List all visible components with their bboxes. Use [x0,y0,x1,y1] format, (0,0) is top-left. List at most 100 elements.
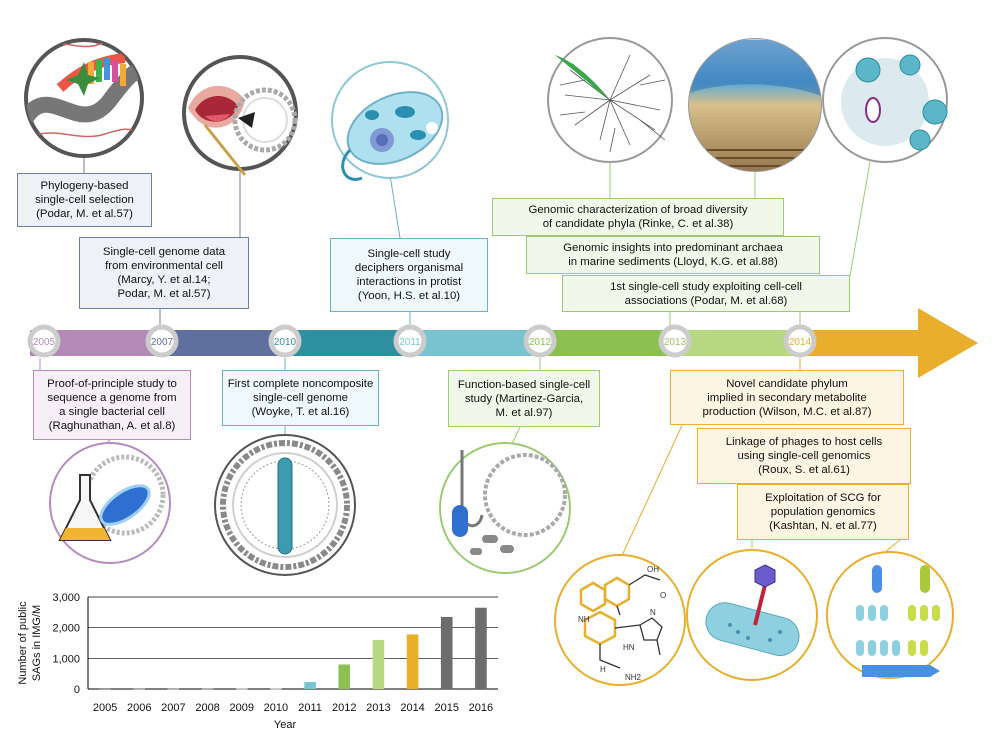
year-marker-2007: 2007 [145,324,179,358]
population-genomics-illustration [826,551,954,679]
bar-2015 [440,616,453,689]
event-box-cell-cell-associations: 1st single-cell study exploiting cell-ce… [562,275,850,312]
event-text-line: (Raghunathan, A. et al.8) [48,420,176,432]
x-tick-label: 2016 [469,702,493,714]
event-text-line: Genomic characterization of broad divers… [528,204,748,216]
x-tick-label: 2015 [435,702,459,714]
bar-2011 [304,681,316,689]
event-text-line: deciphers organismal [354,262,464,274]
molecule-label: H [600,665,606,674]
marine-sediment-illustration [688,38,822,172]
year-label: 2007 [151,337,174,348]
x-tick-label: 2007 [161,702,185,714]
year-label: 2011 [399,337,421,348]
molecule-label: NH2 [625,673,642,682]
bar-2009 [235,688,248,690]
x-tick-label: 2010 [264,702,288,714]
event-box-phage-linkage: Linkage of phages to host cells using sin… [697,428,911,484]
event-text-line: sequence a genome from [47,392,177,404]
event-text-line: population genomics [770,506,876,518]
x-tick-label: 2008 [195,702,219,714]
event-text-line: Phylogeny-based [40,180,129,192]
phylogenetic-tree-illustration [547,37,673,163]
event-text-line: M. et al.97) [495,406,553,419]
event-text-line: Proof-of-principle study to [47,378,177,390]
event-text-line: (Marcy, Y. et al.14; [117,274,211,286]
bar-2014 [406,634,419,689]
bar-2016 [475,607,487,689]
year-label: 2005 [33,337,56,348]
y-tick-label: 3,000 [52,592,80,604]
event-text-line: production (Wilson, M.C. et al.87) [702,405,872,418]
event-text-line: (Woyke, T. et al.16) [251,406,350,418]
event-box-complete-genome: First complete noncomposite single-cell g… [222,370,379,426]
event-text-line: Function-based single-cell [457,378,591,391]
event-box-secondary-metabolite: Novel candidate phylum implied in seconda… [670,370,904,425]
bar-2008 [201,688,214,690]
event-box-protist-interactions: Single-cell study deciphers organismal int… [330,238,488,312]
mouth-microbiome-illustration [182,55,298,176]
x-tick-label: 2014 [400,702,424,714]
protist-illustration [331,61,449,181]
y-tick-label: 1,000 [52,653,80,665]
y-tick-label: 0 [74,684,80,696]
bacterial-cell-flask-illustration [49,442,171,564]
event-text-line: single-cell selection [35,194,134,206]
event-text-line: a single bacterial cell [59,406,165,418]
bar-2013 [372,639,385,689]
event-text-line: (Kashtan, N. et al.77) [769,520,877,532]
bar-2012 [338,664,351,689]
event-text-line: Single-cell study [367,248,451,260]
cell-association-illustration [822,37,948,163]
molecule-label: HN [623,643,635,652]
event-text-line: associations (Podar, M. et al.68) [624,294,788,307]
event-text-line: in marine sediments (Lloyd, K.G. et al.8… [568,256,778,268]
molecule-label: NH [578,615,590,624]
event-text-line: from environmental cell [105,260,223,272]
event-text-line: (Yoon, H.S. et al.10) [357,290,461,302]
event-text-line: Linkage of phages to host cells [725,436,883,448]
event-text-line: (Roux, S. et al.61) [758,464,850,476]
year-label: 2013 [664,337,687,348]
phylogeny-selection-illustration [24,38,144,158]
molecule-label: N [650,608,656,617]
event-text-line: single-cell genome [253,392,348,404]
year-label: 2010 [274,337,297,348]
event-box-marine-archaea: Genomic insights into predominant archae… [526,236,820,274]
event-box-function-based: Function-based single-cell study (Martine… [448,370,600,427]
year-marker-2014: 2014 [783,324,817,358]
event-box-environmental-cell-genome: Single-cell genome data from environmenta… [79,237,249,309]
bar-chart: 0 1,000 2,000 3,000 2005 2006 2007 2008 2009 2010… [17,592,498,731]
year-marker-2005: 2005 [27,324,61,358]
y-tick-label: 2,000 [52,623,80,635]
bar-2007 [167,688,180,690]
event-box-candidate-phyla: Genomic characterization of broad divers… [492,198,784,236]
y-axis-label: SAGs in IMG/M [31,605,43,681]
event-text-line: Genomic insights into predominant archae… [563,242,783,254]
event-text-line: First complete noncomposite [227,378,374,390]
year-label: 2012 [529,337,552,348]
year-marker-2013: 2013 [658,324,692,358]
x-tick-label: 2013 [366,702,390,714]
x-tick-label: 2009 [230,702,254,714]
phage-host-illustration [686,549,818,681]
secondary-metabolite-molecule-illustration: OH O N NH HN H NH2 [554,554,686,686]
year-label: 2014 [789,337,812,348]
molecule-label: OH [647,565,659,574]
event-text-line: Exploitation of SCG for [765,492,881,504]
year-marker-2012: 2012 [523,324,557,358]
event-text-line: (Podar, M. et al.57) [36,208,133,220]
event-text-line: implied in secondary metabolite [707,391,867,404]
complete-genome-illustration [214,434,356,576]
bar-2006 [133,688,146,690]
event-text-line: 1st single-cell study exploiting cell-ce… [610,280,802,293]
x-tick-label: 2012 [332,702,356,714]
fishing-hook-illustration [439,442,571,574]
x-axis-label: Year [274,719,297,731]
event-text-line: Novel candidate phylum [726,377,848,390]
year-marker-2011: 2011 [393,324,427,358]
x-tick-label: 2006 [127,702,151,714]
event-text-line: interactions in protist [356,276,462,288]
year-marker-2010: 2010 [268,324,302,358]
